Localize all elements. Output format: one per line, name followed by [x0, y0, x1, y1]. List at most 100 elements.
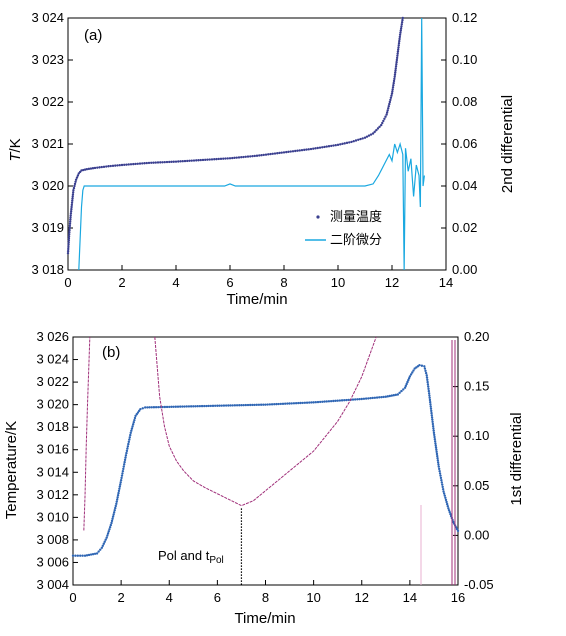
data-point [444, 498, 448, 502]
data-point [118, 487, 121, 490]
data-point [132, 421, 135, 424]
data-point [314, 401, 318, 404]
data-point [442, 492, 446, 495]
data-point [210, 158, 214, 161]
data-point [434, 444, 437, 447]
data-point [398, 37, 401, 41]
data-point [382, 119, 385, 123]
data-point [428, 394, 431, 397]
data-point [170, 160, 173, 164]
data-point [350, 140, 353, 144]
data-point [299, 401, 302, 405]
data-point [181, 160, 184, 163]
data-point [237, 156, 241, 159]
data-point [70, 203, 74, 207]
data-point [222, 404, 226, 407]
x-tick-label: 2 [118, 275, 125, 290]
data-point [115, 500, 118, 503]
data-point [332, 399, 335, 403]
data-point [143, 162, 146, 165]
data-point [69, 212, 73, 215]
data-point [400, 23, 403, 26]
data-point [185, 405, 188, 408]
data-point [423, 367, 427, 370]
data-point [111, 515, 115, 518]
data-point [436, 459, 440, 462]
data-point [312, 401, 315, 404]
data-point [228, 157, 232, 160]
series-line-first-differential [83, 336, 91, 531]
data-point [257, 403, 261, 406]
data-point [73, 182, 77, 186]
data-point [103, 540, 106, 543]
data-point [294, 149, 297, 153]
panel-b-series [71, 336, 460, 557]
data-point [145, 161, 148, 165]
data-point [199, 158, 202, 162]
data-point [407, 377, 411, 380]
data-point [332, 144, 335, 147]
data-point [127, 442, 130, 446]
data-point [380, 123, 383, 127]
data-point [109, 164, 112, 168]
data-point [174, 405, 178, 408]
data-point [396, 50, 400, 53]
data-point [116, 496, 119, 499]
data-point [81, 554, 84, 557]
data-point [109, 523, 113, 527]
data-point [165, 405, 169, 409]
y-tick-label: 3 012 [36, 487, 69, 502]
y2-tick-label: 0.00 [452, 262, 477, 277]
x-tick-label: 10 [306, 590, 320, 605]
data-point [262, 403, 265, 406]
data-point [108, 525, 112, 529]
data-point [207, 404, 210, 408]
data-point [157, 405, 160, 409]
data-point [312, 147, 315, 150]
data-point [165, 160, 169, 164]
data-point [136, 162, 139, 165]
data-point [431, 425, 435, 428]
data-point [376, 127, 380, 130]
data-point [283, 402, 287, 405]
data-point [141, 162, 144, 165]
y2-tick-label: 0.12 [452, 10, 477, 25]
data-point [316, 146, 319, 150]
data-point [428, 396, 431, 399]
data-point [399, 29, 402, 32]
data-point [273, 403, 276, 406]
data-point [389, 98, 392, 102]
data-point [220, 404, 223, 407]
data-point [116, 164, 119, 167]
data-point [119, 483, 122, 486]
data-point [67, 235, 71, 238]
y2-tick-label: 0.02 [452, 220, 477, 235]
data-point [268, 403, 272, 406]
data-point [399, 31, 402, 34]
y2-tick-label: 0.00 [464, 527, 489, 542]
data-point [401, 18, 404, 22]
data-point [159, 161, 162, 164]
data-point [226, 157, 229, 160]
data-point [98, 166, 101, 169]
data-point [399, 27, 403, 30]
y2-tick-label: -0.05 [464, 577, 494, 592]
data-point [358, 397, 361, 401]
data-point [148, 406, 151, 409]
data-point [392, 84, 395, 87]
data-point [378, 396, 381, 399]
data-point [402, 388, 405, 391]
panel-a-x-axis-label: Time/min [226, 291, 287, 308]
data-point [456, 529, 460, 533]
data-point [253, 154, 256, 158]
data-point [115, 498, 119, 501]
y-tick-label: 3 016 [36, 442, 69, 457]
data-point [427, 385, 430, 388]
data-point [305, 401, 309, 404]
data-point [68, 228, 71, 232]
y-tick-label: 3 020 [36, 397, 69, 412]
data-point [388, 394, 392, 398]
data-point [367, 397, 370, 400]
data-point [177, 160, 180, 163]
data-point [117, 491, 120, 495]
